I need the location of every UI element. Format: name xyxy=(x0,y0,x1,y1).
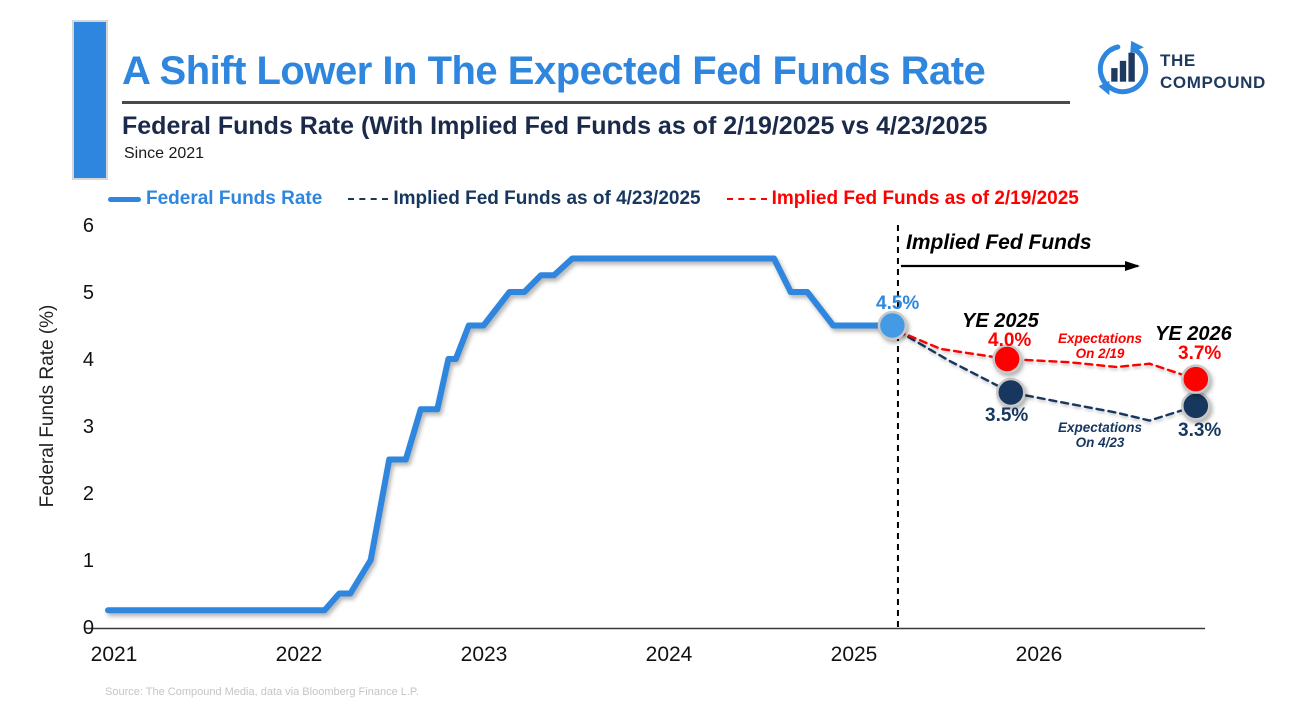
svg-text:2026: 2026 xyxy=(1016,643,1063,666)
apr-expectations-note: Expectations On 4/23 xyxy=(1048,420,1152,451)
chart-subtitle: Federal Funds Rate (With Implied Fed Fun… xyxy=(122,112,988,140)
implied-fed-funds-header: Implied Fed Funds xyxy=(906,231,1092,254)
period-note: Since 2021 xyxy=(124,145,205,162)
svg-text:6: 6 xyxy=(83,215,94,237)
svg-text:2023: 2023 xyxy=(461,643,508,666)
svg-text:0: 0 xyxy=(83,617,94,639)
ye2025-label: YE 2025 xyxy=(962,310,1039,332)
source-note: Source: The Compound Media, data via Blo… xyxy=(105,686,419,698)
brand-line1: THE xyxy=(1160,51,1196,71)
apr-expectations-line1: Expectations xyxy=(1057,420,1143,435)
ye2026-feb-value: 3.7% xyxy=(1178,343,1222,364)
svg-text:2022: 2022 xyxy=(276,643,323,666)
feb-expectations-note: Expectations On 2/19 xyxy=(1048,331,1152,362)
apr-expectations-line2: On 4/23 xyxy=(1075,434,1125,450)
legend-label: Implied Fed Funds as of 2/19/2025 xyxy=(771,188,1079,209)
svg-text:2025: 2025 xyxy=(831,643,878,666)
svg-text:2: 2 xyxy=(83,483,94,505)
legend-item-implied-0219: Implied Fed Funds as of 2/19/2025 xyxy=(726,188,1079,210)
svg-text:2021: 2021 xyxy=(91,643,138,666)
solid-line-swatch-icon xyxy=(108,196,141,202)
ye2026-apr-value: 3.3% xyxy=(1178,420,1222,441)
legend-item-federal-funds: Federal Funds Rate xyxy=(108,188,322,210)
legend-label: Implied Fed Funds as of 4/23/2025 xyxy=(393,188,701,209)
ye2026-label: YE 2026 xyxy=(1155,323,1232,345)
svg-text:2024: 2024 xyxy=(646,643,693,666)
title-divider xyxy=(122,101,1070,104)
svg-text:3: 3 xyxy=(83,416,94,438)
brand-logo: THE COMPOUND xyxy=(1094,40,1266,103)
dashed-line-swatch-icon xyxy=(726,198,767,200)
feb-expectations-line2: On 2/19 xyxy=(1075,345,1125,361)
ye2025-feb-value: 4.0% xyxy=(988,330,1032,351)
current-rate-label: 4.5% xyxy=(876,293,920,314)
legend-label: Federal Funds Rate xyxy=(146,188,323,209)
feb-expectations-line1: Expectations xyxy=(1057,331,1143,346)
brand-line2: COMPOUND xyxy=(1160,72,1266,92)
dashed-line-swatch-icon xyxy=(348,198,389,200)
brand-name: THE COMPOUND xyxy=(1160,50,1266,93)
page-title: A Shift Lower In The Expected Fed Funds … xyxy=(122,49,986,93)
svg-text:5: 5 xyxy=(83,282,94,304)
accent-bar xyxy=(72,20,108,180)
chart-legend: Federal Funds Rate Implied Fed Funds as … xyxy=(108,186,1079,212)
y-axis-title: Federal Funds Rate (%) xyxy=(37,304,58,508)
circular-arrow-bar-chart-icon xyxy=(1094,40,1152,103)
svg-text:4: 4 xyxy=(83,349,94,371)
svg-text:1: 1 xyxy=(83,550,94,572)
legend-item-implied-0423: Implied Fed Funds as of 4/23/2025 xyxy=(348,188,701,210)
ye2025-apr-value: 3.5% xyxy=(985,405,1029,426)
